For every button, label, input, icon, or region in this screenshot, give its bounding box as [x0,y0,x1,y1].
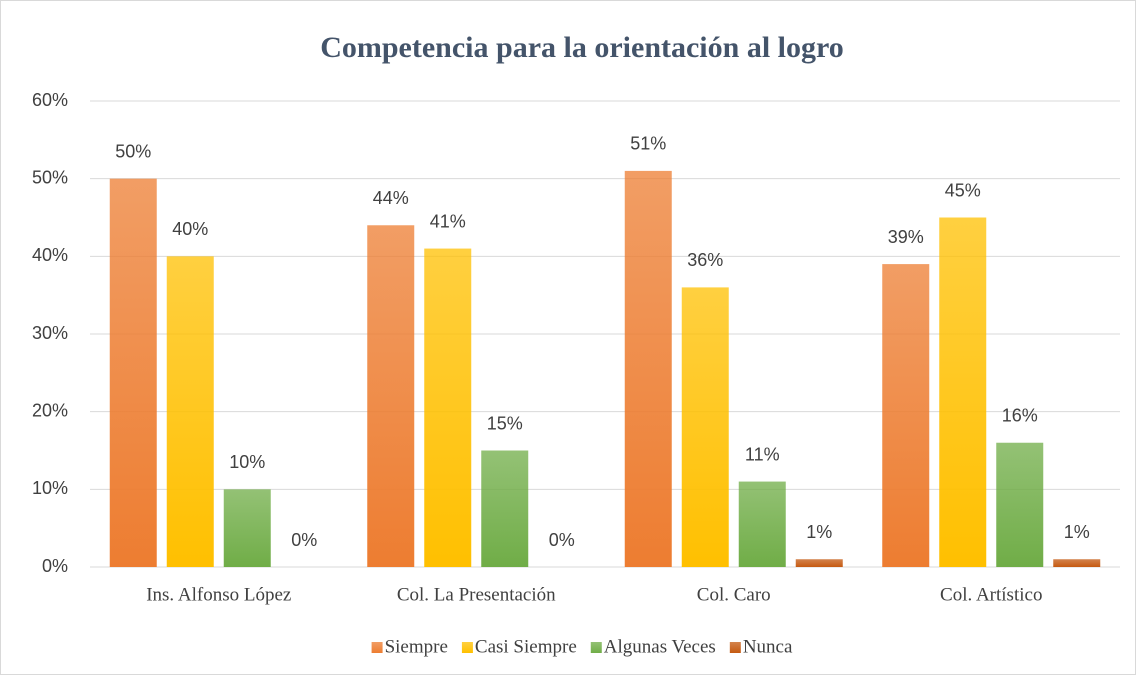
legend-swatch [729,642,741,653]
value-label: 44% [373,188,409,208]
bar [882,264,930,567]
legend-label: Algunas Veces [604,636,716,657]
value-label: 40% [172,219,208,239]
value-label: 1% [1064,522,1090,542]
legend-label: Siempre [385,636,448,657]
value-label: 11% [745,444,780,464]
bar [481,450,529,567]
x-tick-label: Col. Artístico [940,584,1042,605]
bar [939,217,987,567]
x-tick-label: Col. Caro [697,584,771,605]
legend-swatch [461,642,473,653]
bar [996,442,1044,567]
y-tick-label: 0% [42,556,68,576]
value-label: 1% [806,522,832,542]
legend-swatch [590,642,602,653]
value-label: 51% [630,134,666,154]
bar [681,287,729,567]
value-label: 45% [945,180,981,200]
y-tick-label: 40% [32,245,68,265]
value-label: 15% [487,413,523,433]
chart-title: Competencia para la orientación al logro [320,31,844,64]
bar [223,489,271,567]
value-label: 0% [549,530,575,550]
y-tick-label: 50% [32,167,68,187]
y-tick-label: 30% [32,323,68,343]
value-label: 39% [888,227,924,247]
y-tick-label: 10% [32,478,68,498]
x-tick-label: Col. La Presentación [397,584,556,605]
y-tick-label: 60% [32,90,68,110]
value-label: 0% [291,530,317,550]
value-label: 36% [687,250,723,270]
bar [109,178,157,567]
value-label: 10% [229,452,265,472]
legend-label: Casi Siempre [475,636,577,657]
y-tick-label: 20% [32,400,68,420]
legend-swatch [371,642,383,653]
value-label: 16% [1002,405,1038,425]
bar [1053,559,1101,567]
bar [424,248,472,568]
bar [738,481,786,567]
x-tick-label: Ins. Alfonso López [146,584,291,605]
value-label: 41% [430,211,466,231]
legend-label: Nunca [743,636,793,657]
bar [166,256,214,567]
bar [624,170,672,567]
bar [795,559,843,567]
bar [367,225,415,567]
value-label: 50% [115,141,151,161]
